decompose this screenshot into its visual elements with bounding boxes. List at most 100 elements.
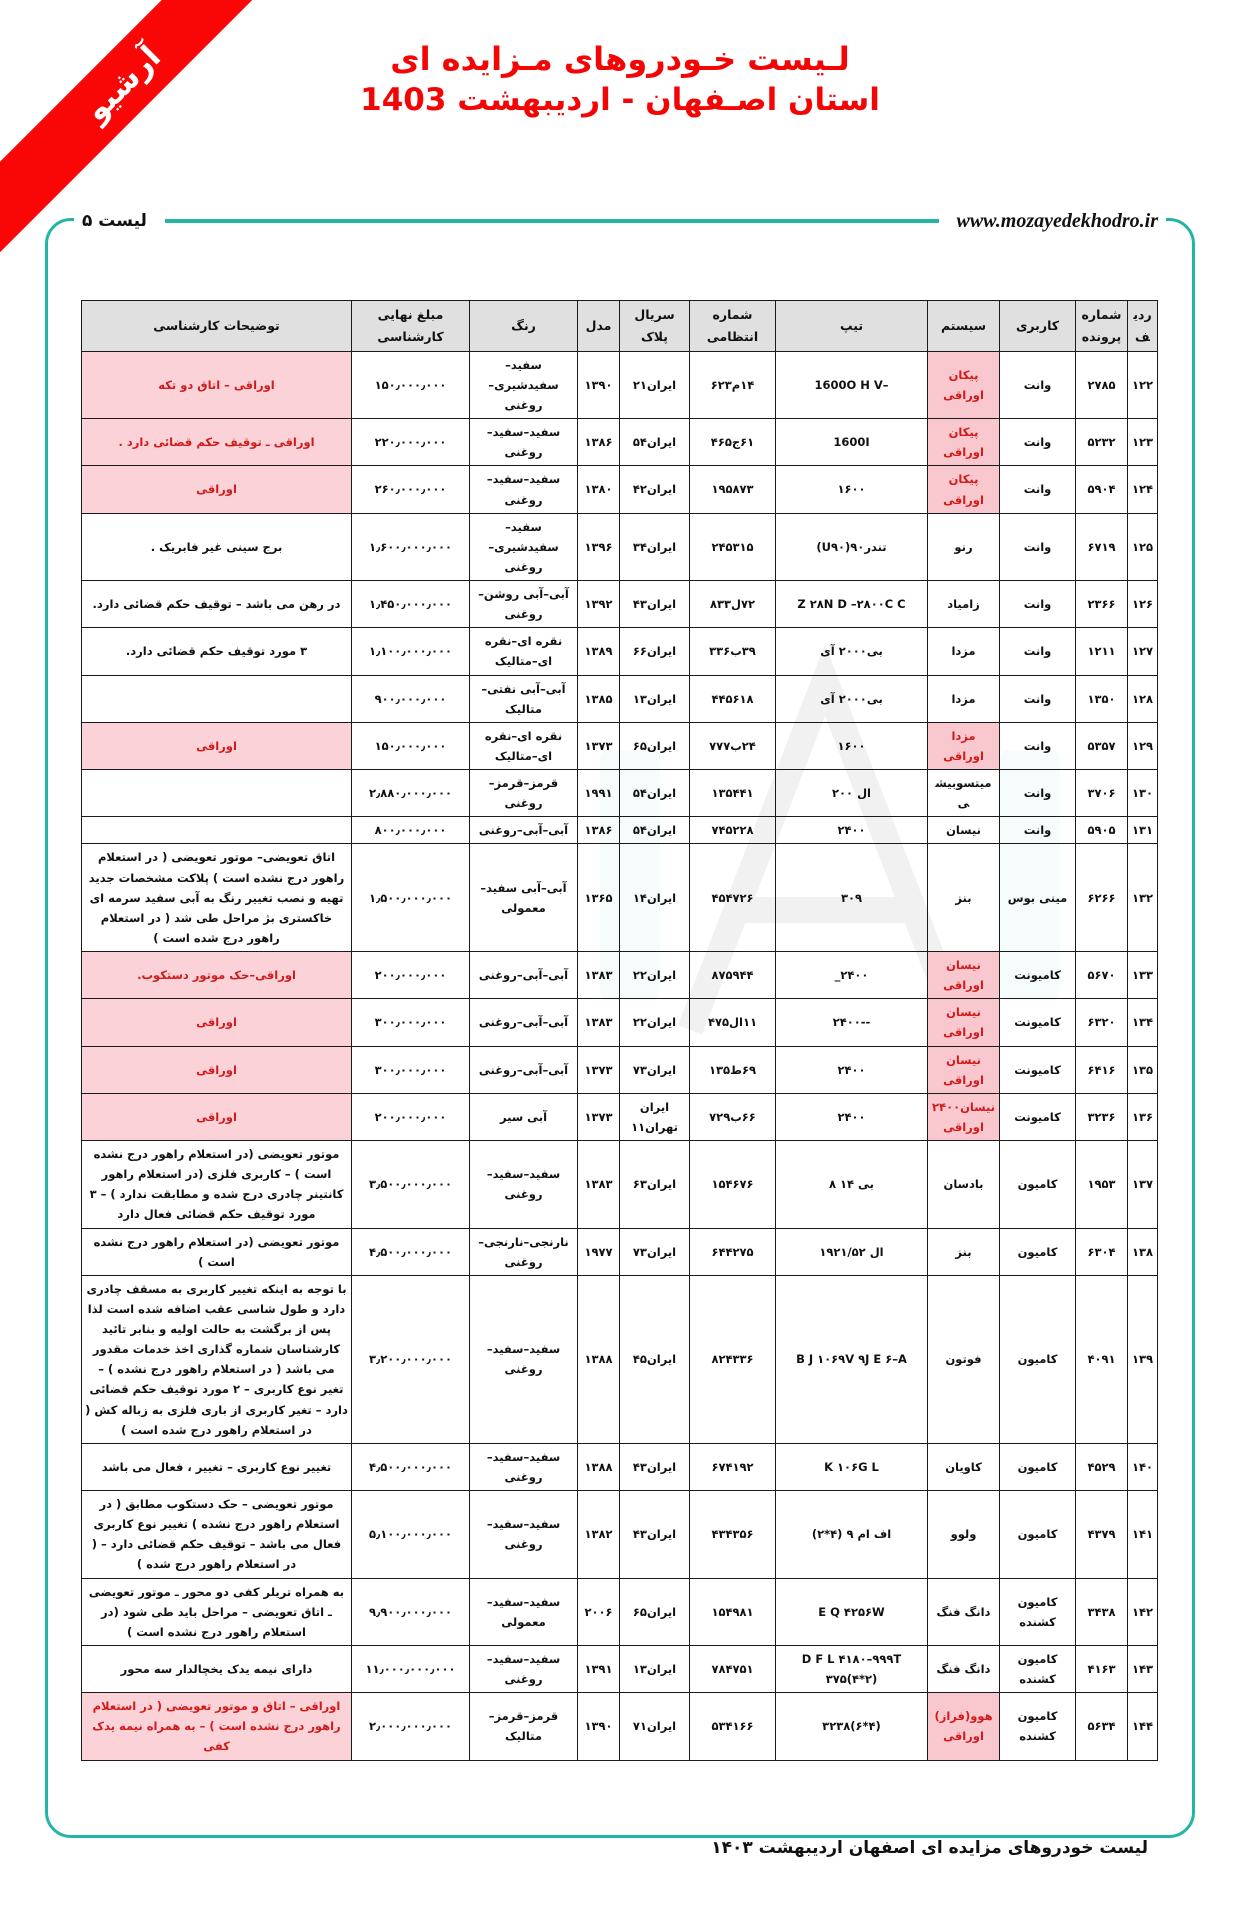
table-row[interactable]: ۱۲۹ ۵۳۵۷ وانت مزدا اوراقی ۱۶۰۰ ۲۴ب۷۷۷ ایران۶۵ ۱… [81,721,1158,771]
table-row[interactable]: ۱۳۴ ۶۳۲۰ کامیونت نیسان اوراقی ۲۴۰۰-- ۱۱ال۴۷۵ ا… [81,998,1158,1047]
cell-system: بنز [927,843,1000,952]
cell-parvandeh: ۶۲۶۶ [1075,843,1128,952]
cell-serial: ایران۲۲ [619,998,690,1047]
cell-rang: سفید–سفید–روغنی [469,1274,578,1444]
cell-entezami: ۷۸۴۷۵۱ [689,1644,776,1694]
cell-tip: ۲۴۰۰ [775,1092,928,1142]
cell-entezami: ۱۵۴۶۷۶ [689,1140,776,1229]
cell-system: نیسان [927,816,1000,845]
cell-rang: نقره ای–نقره ای–متالیک [469,721,578,771]
cell-tip: اف ام ۹ (۴*۲) [775,1490,928,1579]
website-url[interactable]: www.mozayedekhodro.ir [948,209,1166,233]
cell-serial: ایران۳۴ [619,512,690,582]
cell-mablagh: ۲۰۰٫۰۰۰٫۰۰۰ [351,950,470,1000]
cell-rang: آبی–آبی–روغنی [469,1045,578,1094]
cell-rang: سفید–سفید–روغنی [469,418,578,467]
cell-tip: ۱۶۰۰ [775,465,928,514]
cell-radif: ۱۴۳ [1127,1644,1158,1694]
cell-model: ۱۳۹۰ [577,350,620,420]
cell-tip: 1600O H V– [775,350,928,420]
cell-system: مزدا اوراقی [927,721,1000,771]
table-row[interactable]: ۱۲۵ ۶۷۱۹ وانت رنو (U۹۰)تندر۹۰ ۲۴۵۳۱۵ ایران۳۴ ۱۳… [81,512,1158,582]
cell-tip: ۸ بی ۱۴ [775,1140,928,1229]
cell-parvandeh: ۱۳۵۰ [1075,674,1128,723]
cell-parvandeh: ۶۷۱۹ [1075,512,1128,582]
cell-rang: سفید–سفید–روغنی [469,1644,578,1694]
cell-tip: K ۱۰۶G L [775,1442,928,1492]
cell-model: ۱۳۸۳ [577,998,620,1047]
cell-parvandeh: ۲۷۸۵ [1075,350,1128,420]
content-frame: لیست ۵ www.mozayedekhodro.ir [45,209,1195,1838]
table-row[interactable]: ۱۴۳ ۴۱۶۳ کامیون کشنده دانگ فنگ D F L ۴۱۸۰–۹۹… [81,1644,1158,1694]
table-row[interactable]: ۱۴۴ ۵۶۳۴ کامیون کشنده هوو(فراز) اوراقی ۳۲۳۸(… [81,1692,1158,1761]
table-row[interactable]: ۱۳۵ ۶۴۱۶ کامیونت نیسان اوراقی ۲۴۰۰ ۶۹ط۱۳۵ ایرا… [81,1045,1158,1094]
cell-rang: قرمز–قرمز–روغنی [469,768,578,818]
cell-parvandeh: ۴۳۷۹ [1075,1490,1128,1579]
cell-karbari: کامیون [999,1490,1076,1579]
table-row[interactable]: ۱۲۶ ۲۳۶۶ وانت زامیاد Z ۲۸N D –۲۸۰۰C C ۷۲ل۸۳۳ ا… [81,579,1158,629]
cell-radif: ۱۴۱ [1127,1490,1158,1579]
cell-tip: ۱۶۰۰ [775,721,928,771]
table-row[interactable]: ۱۴۲ ۳۴۳۸ کامیون کشنده دانگ فنگ E Q ۴۲۵۶W ۱۵۴۹… [81,1577,1158,1646]
cell-serial: ایران۴۲ [619,465,690,514]
cell-radif: ۱۳۲ [1127,843,1158,952]
table-row[interactable]: ۱۳۰ ۳۷۰۶ وانت میتسوبیشی ال ۲۰۰ ۱۳۵۴۴۱ ایران۵۴ ۱… [81,768,1158,818]
cell-tozihat: اتاق تعویضی– موتور تعویضی ( در استعلام ر… [81,843,352,952]
cell-system: میتسوبیشی [927,768,1000,818]
frame-header: لیست ۵ www.mozayedekhodro.ir [74,205,1166,237]
cell-system: بنز [927,1227,1000,1276]
table-row[interactable]: ۱۲۴ ۵۹۰۴ وانت پیکان اوراقی ۱۶۰۰ ۱۹۵۸۷۳ ایران۴۲… [81,465,1158,514]
cell-karbari: کامیونت [999,1045,1076,1094]
cell-radif: ۱۳۸ [1127,1227,1158,1276]
col-header-karbari: کاربری [999,300,1076,352]
cell-tip: ۳۲۳۸(۶*۴) [775,1692,928,1761]
cell-radif: ۱۴۴ [1127,1692,1158,1761]
cell-entezami: ۱۵۴۹۸۱ [689,1577,776,1646]
table-row[interactable]: ۱۲۲ ۲۷۸۵ وانت پیکان اوراقی 1600O H V– ۱۴م۶۲۳ ا… [81,350,1158,420]
cell-mablagh: ۳٫۵۰۰٫۰۰۰٫۰۰۰ [351,1140,470,1229]
cell-karbari: وانت [999,350,1076,420]
table-row[interactable]: ۱۳۸ ۶۳۰۴ کامیون بنز ال ۱۹۲۱/۵۲ ۶۴۴۲۷۵ ایران۷۳ ۱… [81,1227,1158,1276]
cell-serial: ایران۴۳ [619,579,690,629]
cell-tip: _۲۴۰۰ [775,950,928,1000]
cell-tozihat [81,674,352,723]
cell-mablagh: ۲۲۰٫۰۰۰٫۰۰۰ [351,418,470,467]
cell-parvandeh: ۴۵۲۹ [1075,1442,1128,1492]
cell-tozihat: تغییر نوع کاربری – تغییر ، فعال می باشد [81,1442,352,1492]
cell-model: ۱۳۷۳ [577,1045,620,1094]
table-row[interactable]: ۱۳۳ ۵۶۷۰ کامیونت نیسان اوراقی _۲۴۰۰ ۸۷۵۹۴۴ ایر… [81,950,1158,1000]
cell-mablagh: ۴٫۵۰۰٫۰۰۰٫۰۰۰ [351,1227,470,1276]
cell-model: ۲۰۰۶ [577,1577,620,1646]
cell-parvandeh: ۵۶۳۴ [1075,1692,1128,1761]
cell-system: هوو(فراز) اوراقی [927,1692,1000,1761]
table-row[interactable]: ۱۳۶ ۳۲۳۶ کامیونت نیسان۲۴۰۰ اوراقی ۲۴۰۰ ۶۶ب۷۲۹… [81,1092,1158,1142]
cell-mablagh: ۲٫۸۸۰٫۰۰۰٫۰۰۰ [351,768,470,818]
cell-rang: آبی–آبی–روغنی [469,998,578,1047]
cell-tozihat: برج سینی غیر فابریک . [81,512,352,582]
cell-radif: ۱۲۵ [1127,512,1158,582]
table-row[interactable]: ۱۴۰ ۴۵۲۹ کامیون کاویان K ۱۰۶G L ۶۷۴۱۹۲ ایران۴۳… [81,1442,1158,1492]
cell-tip: ال ۱۹۲۱/۵۲ [775,1227,928,1276]
table-row[interactable]: ۱۲۳ ۵۲۳۲ وانت پیکان اوراقی 1600I ۶۱ج۴۶۵ ایران۵… [81,418,1158,467]
table-row[interactable]: ۱۳۲ ۶۲۶۶ مینی بوس بنز ۳۰۹ ۴۵۴۷۲۶ ایران۱۴ ۱۳۶۵ آب… [81,843,1158,952]
cell-tozihat: اوراقی – اتاق دو تکه [81,350,352,420]
cell-tozihat: در رهن می باشد – توقیف حکم قضائی دارد. [81,579,352,629]
cell-tozihat: اوراقی [81,1045,352,1094]
table-row[interactable]: ۱۳۷ ۱۹۵۳ کامیون بادسان ۸ بی ۱۴ ۱۵۴۶۷۶ ایران۶۳ ۱… [81,1140,1158,1229]
table-row[interactable]: ۱۲۷ ۱۲۱۱ وانت مزدا بی۲۰۰۰ آی ۳۹ب۳۳۶ ایران۶۶ ۱۳۸… [81,627,1158,676]
table-row[interactable]: ۱۴۱ ۴۳۷۹ کامیون ولوو اف ام ۹ (۴*۲) ۴۳۴۳۵۶ ایرا… [81,1490,1158,1579]
cell-parvandeh: ۳۲۳۶ [1075,1092,1128,1142]
cell-system: نیسان اوراقی [927,1045,1000,1094]
cell-tozihat: اوراقی [81,1092,352,1142]
cell-system: زامیاد [927,579,1000,629]
cell-model: ۱۳۷۳ [577,1092,620,1142]
cell-tip: Z ۲۸N D –۲۸۰۰C C [775,579,928,629]
table-row[interactable]: ۱۲۸ ۱۳۵۰ وانت مزدا بی۲۰۰۰ آی ۴۴۵۶۱۸ ایران۱۳ ۱۳۸… [81,674,1158,723]
cell-parvandeh: ۵۹۰۵ [1075,816,1128,845]
cell-serial: ایران۱۳ [619,674,690,723]
table-row[interactable]: ۱۳۱ ۵۹۰۵ وانت نیسان ۲۴۰۰ ۷۴۵۲۲۸ ایران۵۴ ۱۳۸۶ آبی… [81,816,1158,845]
cell-tozihat: دارای نیمه یدک یخچالدار سه محور [81,1644,352,1694]
cell-model: ۱۳۸۰ [577,465,620,514]
cell-mablagh: ۴٫۵۰۰٫۰۰۰٫۰۰۰ [351,1442,470,1492]
table-row[interactable]: ۱۳۹ ۴۰۹۱ کامیون فوتون B J ۱۰۶۹V ۹J E ۶–A ۸۲۴۳… [81,1274,1158,1444]
